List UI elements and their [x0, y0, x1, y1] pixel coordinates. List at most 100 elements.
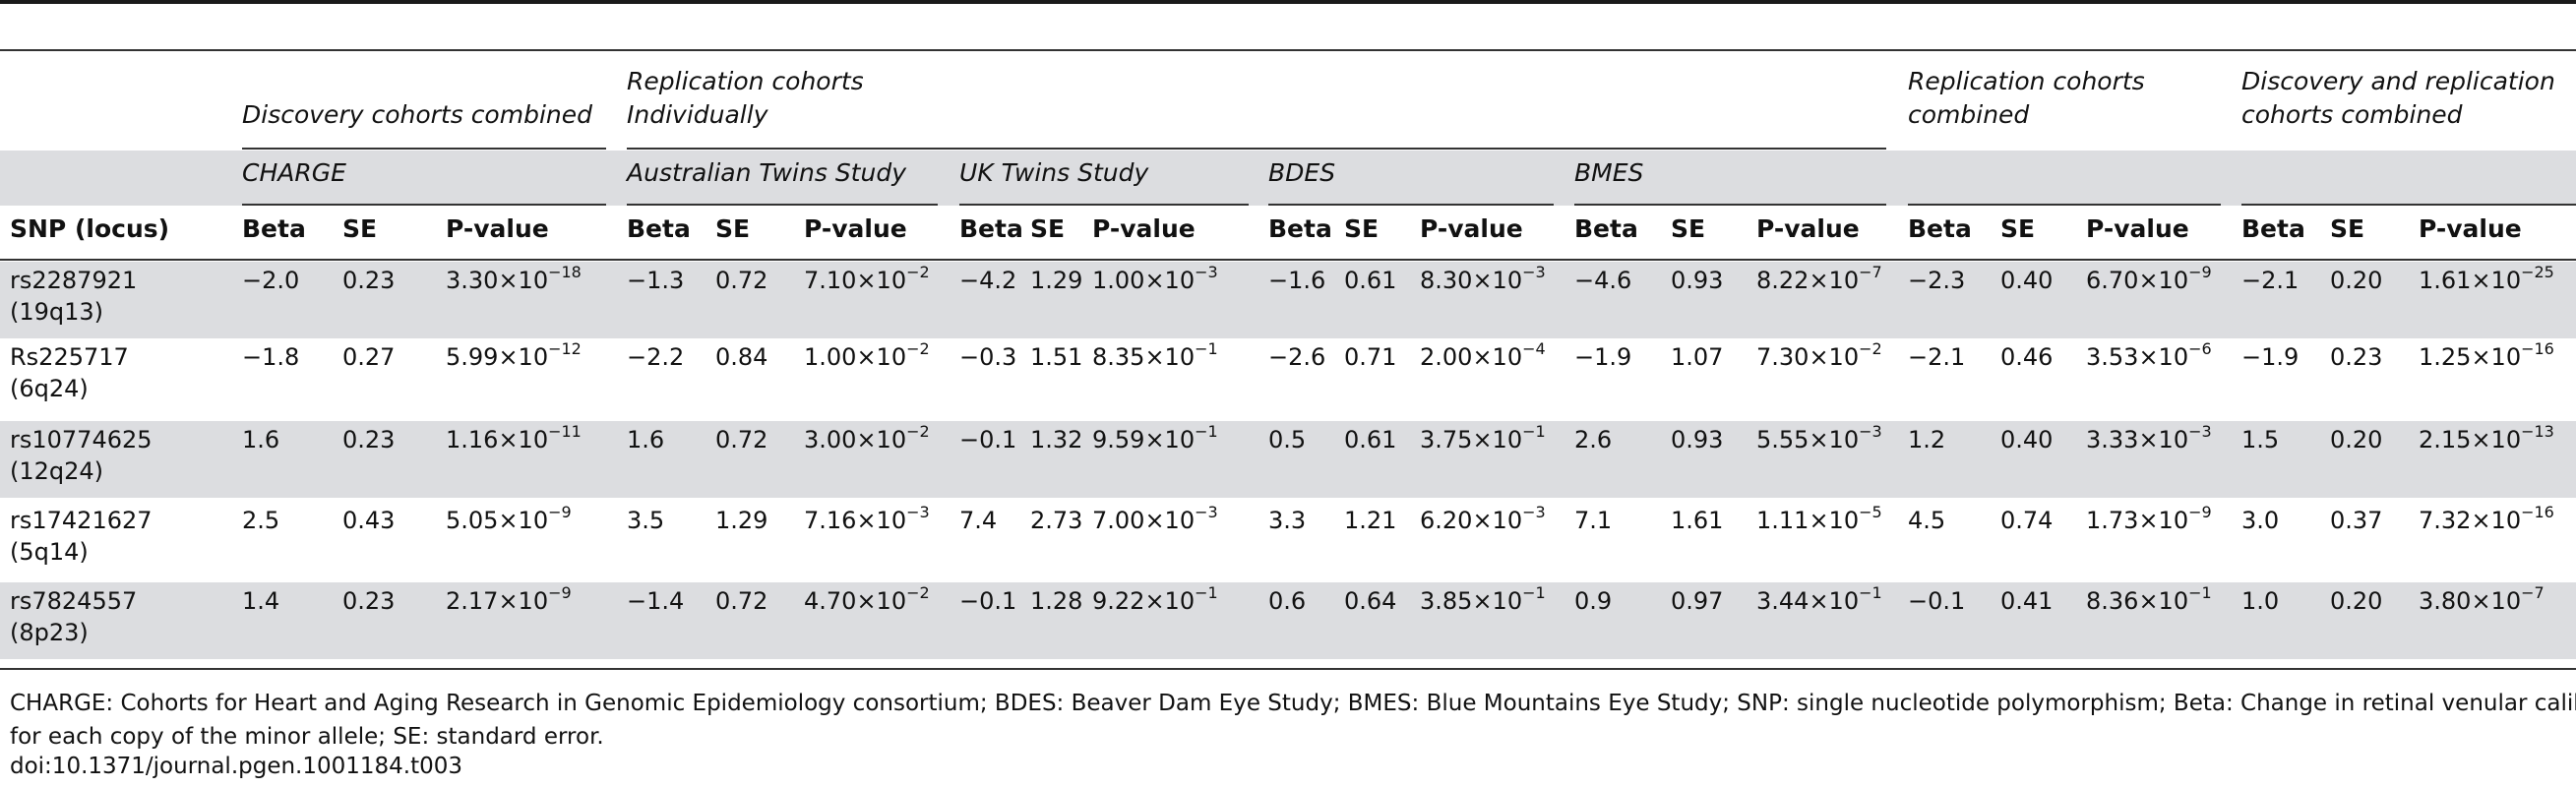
p-value: 2.17×10−9: [446, 584, 572, 618]
table-top-rule: [0, 49, 2576, 51]
snp-locus: (12q24): [10, 457, 104, 485]
times-sign: ×10: [498, 507, 549, 534]
p-value: 7.30×10−2: [1756, 340, 1882, 374]
times-sign: ×10: [856, 343, 907, 371]
se-value: 0.23: [2330, 343, 2383, 371]
rule-bmes: [1574, 204, 1886, 206]
col-pvalue: P-value: [2086, 214, 2189, 243]
p-value-exponent: −1: [1522, 422, 1546, 441]
p-value-exponent: −12: [548, 339, 582, 358]
se-value: 0.40: [2000, 426, 2054, 454]
beta-value: 1.0: [2241, 587, 2280, 615]
se-value: 1.29: [1030, 267, 1083, 294]
cohort-australian-twins: Australian Twins Study: [627, 158, 906, 187]
beta-value: −0.1: [959, 587, 1017, 615]
times-sign: ×10: [1472, 507, 1523, 534]
times-sign: ×10: [1809, 426, 1860, 454]
p-value-exponent: −6: [2188, 339, 2212, 358]
col-beta: Beta: [627, 214, 691, 243]
p-value: 5.99×10−12: [446, 340, 582, 374]
beta-value: 0.5: [1268, 426, 1307, 454]
times-sign: ×10: [856, 267, 907, 294]
beta-value: 1.4: [242, 587, 280, 615]
beta-value: 7.4: [959, 507, 998, 534]
beta-value: 1.6: [242, 426, 280, 454]
p-value-mantissa: 9.22: [1092, 587, 1145, 615]
times-sign: ×10: [2138, 507, 2189, 534]
p-value-mantissa: 3.80: [2419, 587, 2472, 615]
p-value-mantissa: 8.30: [1420, 267, 1473, 294]
p-value: 1.73×10−9: [2086, 504, 2212, 537]
p-value-mantissa: 6.20: [1420, 507, 1473, 534]
times-sign: ×10: [2471, 343, 2522, 371]
se-value: 0.93: [1671, 267, 1724, 294]
rule-uk-twins: [959, 204, 1249, 206]
p-value-exponent: −3: [1522, 263, 1546, 281]
beta-value: −0.3: [959, 343, 1017, 371]
p-value: 9.22×10−1: [1092, 584, 1218, 618]
cohort-bmes: BMES: [1574, 158, 1644, 187]
se-value: 0.43: [342, 507, 396, 534]
p-value-exponent: −2: [906, 583, 930, 602]
p-value-mantissa: 7.32: [2419, 507, 2472, 534]
se-value: 0.72: [715, 587, 768, 615]
times-sign: ×10: [1144, 587, 1196, 615]
p-value-mantissa: 6.70: [2086, 267, 2139, 294]
times-sign: ×10: [2138, 267, 2189, 294]
p-value-mantissa: 7.30: [1756, 343, 1809, 371]
row-shade: [0, 262, 2576, 338]
p-value-exponent: −7: [1859, 263, 1882, 281]
beta-value: 0.9: [1574, 587, 1613, 615]
beta-value: −1.4: [627, 587, 685, 615]
se-value: 1.61: [1671, 507, 1724, 534]
se-value: 1.07: [1671, 343, 1724, 371]
p-value: 7.00×10−3: [1092, 504, 1218, 537]
p-value-exponent: −1: [1195, 339, 1218, 358]
se-value: 0.93: [1671, 426, 1724, 454]
p-value: 9.59×10−1: [1092, 423, 1218, 456]
times-sign: ×10: [498, 426, 549, 454]
times-sign: ×10: [498, 267, 549, 294]
se-value: 0.72: [715, 426, 768, 454]
p-value: 8.36×10−1: [2086, 584, 2212, 618]
beta-value: −4.2: [959, 267, 1017, 294]
times-sign: ×10: [1472, 343, 1523, 371]
beta-value: −2.1: [2241, 267, 2300, 294]
se-value: 0.64: [1344, 587, 1397, 615]
p-value-exponent: −5: [1859, 503, 1882, 521]
p-value: 7.16×10−3: [804, 504, 930, 537]
p-value: 1.00×10−3: [1092, 264, 1218, 297]
p-value: 3.85×10−1: [1420, 584, 1546, 618]
cohort-header-band: [0, 151, 2576, 206]
p-value: 4.70×10−2: [804, 584, 930, 618]
times-sign: ×10: [856, 507, 907, 534]
col-pvalue: P-value: [804, 214, 907, 243]
beta-value: 4.5: [1908, 507, 1946, 534]
p-value-mantissa: 2.17: [446, 587, 499, 615]
p-value: 5.05×10−9: [446, 504, 572, 537]
p-value-mantissa: 3.53: [2086, 343, 2139, 371]
se-value: 0.23: [342, 426, 396, 454]
p-value-exponent: −2: [906, 422, 930, 441]
se-value: 0.61: [1344, 426, 1397, 454]
p-value-mantissa: 2.15: [2419, 426, 2472, 454]
se-value: 2.73: [1030, 507, 1083, 534]
p-value-mantissa: 1.00: [804, 343, 857, 371]
group-replication-individually-l2: Individually: [627, 100, 768, 129]
snp-locus: (19q13): [10, 298, 104, 326]
se-value: 0.27: [342, 343, 396, 371]
row-shade: [0, 582, 2576, 659]
beta-value: −1.9: [1574, 343, 1632, 371]
p-value-mantissa: 3.30: [446, 267, 499, 294]
p-value: 1.00×10−2: [804, 340, 930, 374]
snp-locus: (6q24): [10, 375, 89, 402]
group-replication-individually-l1: Replication cohorts: [627, 67, 864, 95]
rule-australian-twins: [627, 204, 938, 206]
se-value: 0.23: [342, 267, 396, 294]
p-value: 1.61×10−25: [2419, 264, 2554, 297]
group-disc-repl-combined-l1: Discovery and replication: [2241, 67, 2555, 95]
se-value: 0.20: [2330, 267, 2383, 294]
cohort-bdes: BDES: [1268, 158, 1336, 187]
se-value: 0.23: [342, 587, 396, 615]
col-beta: Beta: [959, 214, 1023, 243]
